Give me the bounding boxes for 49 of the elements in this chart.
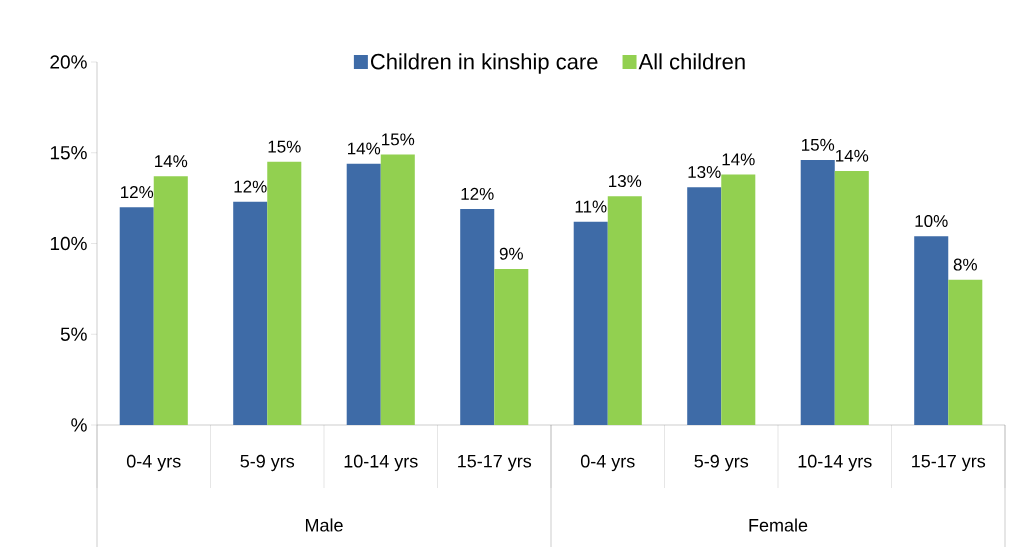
- x-tick-label: 10-14 yrs: [344, 454, 418, 472]
- bar: [153, 176, 188, 425]
- x-tick-label: 0-4 yrs: [126, 454, 181, 472]
- x-tick-label: 10-14 yrs: [798, 454, 872, 472]
- data-label: 12%: [121, 186, 154, 198]
- data-label: 12%: [234, 180, 267, 193]
- bar: [721, 174, 756, 425]
- data-label: 15%: [382, 133, 415, 146]
- text: Female: [749, 518, 808, 532]
- data-label: 14%: [836, 149, 869, 162]
- bar: [346, 163, 381, 425]
- legend-label: All children: [638, 53, 745, 70]
- data-label: 13%: [688, 165, 721, 179]
- data-label: 12%: [461, 187, 494, 200]
- bar: [948, 279, 983, 425]
- x-tick-label: 15-17 yrs: [458, 454, 532, 472]
- x-tick-label: 5-9 yrs: [240, 454, 295, 472]
- x-tick-label: 15-17 yrs: [912, 454, 986, 472]
- bar: [607, 196, 642, 425]
- data-label: 13%: [609, 175, 642, 188]
- x-tick-label: 0-4 yrs: [580, 454, 635, 472]
- bar: [573, 221, 608, 425]
- text: Male: [305, 518, 343, 532]
- bar: [800, 160, 835, 425]
- bar: [834, 170, 869, 425]
- bar: [460, 209, 495, 425]
- bar: [914, 236, 949, 425]
- data-label: 14%: [348, 142, 381, 155]
- y-tick-label: 5%: [60, 327, 87, 341]
- legend-label: Children in kinship care: [371, 53, 598, 74]
- data-label: 9%: [499, 247, 523, 260]
- x-tick-label: 5-9 yrs: [694, 454, 749, 472]
- y-tick-label: 20%: [50, 55, 87, 69]
- data-label: 10%: [915, 215, 948, 228]
- y-tick-label: %: [71, 418, 87, 432]
- data-label: 14%: [722, 153, 755, 166]
- data-label: 14%: [155, 155, 188, 168]
- data-label: 8%: [953, 258, 977, 271]
- data-label: 15%: [268, 140, 301, 153]
- bar: [687, 187, 722, 425]
- data-label: 11%: [575, 200, 607, 213]
- bar: [119, 207, 154, 425]
- y-tick-label: 10%: [50, 236, 87, 251]
- bar: [233, 201, 268, 425]
- y-tick-label: 15%: [50, 146, 87, 160]
- bar: [494, 268, 529, 425]
- data-label: 15%: [802, 138, 835, 151]
- bar: [267, 161, 302, 425]
- bar: [380, 154, 415, 425]
